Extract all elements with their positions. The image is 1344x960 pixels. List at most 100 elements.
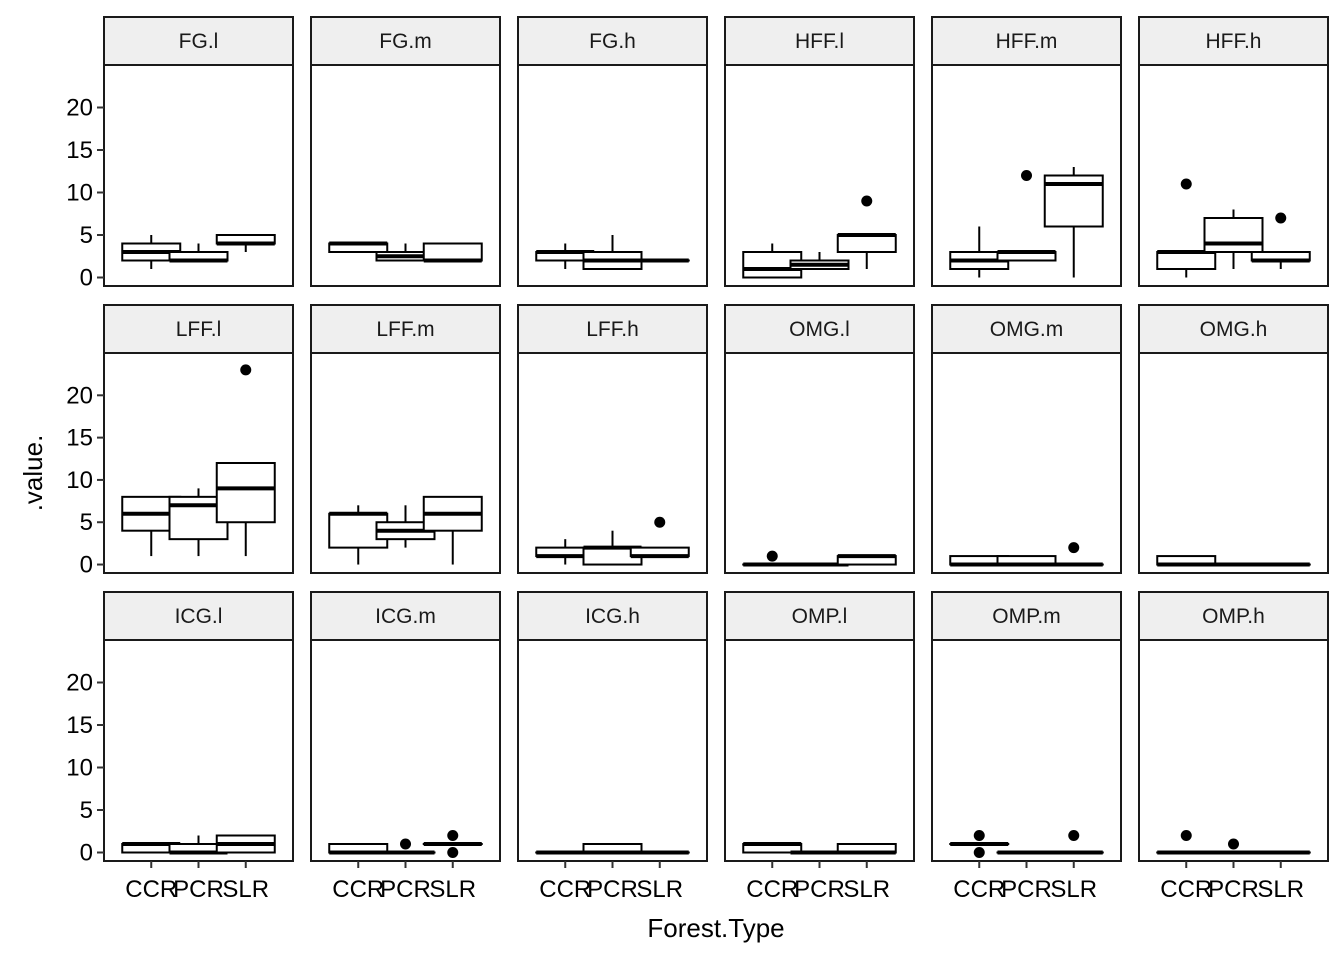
facet-panel: LFF.h bbox=[517, 304, 708, 574]
y-tick-label: 10 bbox=[66, 755, 93, 782]
y-tick-label: 15 bbox=[66, 137, 93, 164]
y-tick-label: 0 bbox=[80, 840, 93, 867]
outlier-point bbox=[1021, 170, 1032, 181]
box bbox=[1250, 212, 1311, 269]
facet-strip-label: OMP.h bbox=[1202, 605, 1265, 628]
panel-border bbox=[931, 64, 1122, 287]
x-tick-label: PCR bbox=[587, 876, 638, 903]
box-iqr bbox=[422, 242, 483, 262]
x-tick-label: SLR bbox=[429, 876, 476, 903]
facet-panel: LFF.m bbox=[310, 304, 501, 574]
panel-background bbox=[104, 640, 293, 861]
panel-border bbox=[103, 64, 294, 287]
facet-strip-label: OMG.m bbox=[990, 318, 1064, 341]
facet-strip bbox=[931, 16, 1122, 66]
panel-border bbox=[724, 64, 915, 287]
facet-strip bbox=[931, 304, 1122, 354]
panel-border bbox=[931, 352, 1122, 574]
facet-panels: FG.l FG.m FG.h HFF.l HFF.m HFF.h LFF.l LFF.m LFF… bbox=[103, 16, 1329, 862]
facet-panel: HFF.l bbox=[724, 16, 915, 287]
facet-panel: FG.l bbox=[103, 16, 294, 287]
box bbox=[121, 235, 182, 269]
box bbox=[328, 505, 389, 565]
y-tick-label: 15 bbox=[66, 425, 93, 452]
box bbox=[328, 241, 389, 253]
facet-strip-label: FG.l bbox=[179, 30, 219, 53]
y-tick-label: 10 bbox=[66, 467, 93, 494]
facet-strip bbox=[517, 16, 708, 66]
y-axis-title: .value. bbox=[18, 435, 48, 512]
facet-strip bbox=[310, 16, 501, 66]
x-tick-label: CCR bbox=[125, 876, 177, 903]
facet-strip-label: HFF.m bbox=[996, 30, 1058, 53]
facet-strip-label: ICG.m bbox=[375, 605, 436, 628]
x-tick-label: CCR bbox=[1160, 876, 1212, 903]
facet-panel: ICG.m bbox=[310, 591, 501, 862]
facet-strip-label: HFF.h bbox=[1205, 30, 1261, 53]
facet-strip bbox=[1138, 304, 1329, 354]
panel-background bbox=[932, 640, 1121, 861]
x-tick-label: PCR bbox=[794, 876, 845, 903]
box bbox=[422, 495, 483, 565]
facet-panel: FG.m bbox=[310, 16, 501, 287]
x-tick-label: CCR bbox=[332, 876, 384, 903]
outlier-point bbox=[973, 830, 985, 841]
y-tick-label: 0 bbox=[80, 265, 93, 292]
box bbox=[1043, 542, 1104, 567]
outlier-point bbox=[1180, 178, 1192, 190]
panel-border bbox=[1138, 352, 1329, 574]
y-tick-label: 15 bbox=[66, 712, 93, 739]
box-iqr bbox=[1203, 217, 1264, 253]
box bbox=[789, 252, 850, 270]
panel-border bbox=[1138, 64, 1329, 287]
panel-background bbox=[518, 640, 707, 861]
x-tick-label: PCR bbox=[1208, 876, 1259, 903]
box-iqr bbox=[1156, 251, 1217, 270]
facet-strip-label: OMP.m bbox=[992, 605, 1060, 628]
outlier-point bbox=[240, 364, 252, 376]
box bbox=[996, 170, 1057, 262]
panel-border bbox=[103, 352, 294, 574]
facet-panel: LFF.l bbox=[103, 304, 294, 574]
facet-strip bbox=[103, 16, 294, 66]
panel-background bbox=[1139, 353, 1328, 573]
facet-panel: OMG.h bbox=[1138, 304, 1329, 574]
facet-strip-label: FG.h bbox=[589, 30, 636, 53]
facet-strip bbox=[724, 591, 915, 641]
facet-panel: OMG.m bbox=[931, 304, 1122, 574]
facet-strip bbox=[724, 304, 915, 354]
panel-border bbox=[310, 64, 501, 287]
panel-background bbox=[932, 353, 1121, 573]
y-tick-label: 20 bbox=[66, 670, 93, 697]
x-tick-label: PCR bbox=[380, 876, 431, 903]
facet-strip bbox=[517, 591, 708, 641]
box bbox=[1043, 830, 1104, 855]
y-tick-label: 10 bbox=[66, 180, 93, 207]
outlier-point bbox=[654, 516, 666, 528]
x-tick-label: CCR bbox=[953, 876, 1005, 903]
x-axis-title: Forest.Type bbox=[647, 913, 784, 943]
facet-strip-label: ICG.l bbox=[175, 605, 223, 628]
facet-panel: HFF.h bbox=[1138, 16, 1329, 287]
box-iqr bbox=[215, 462, 276, 524]
panel-background bbox=[1139, 640, 1328, 861]
box bbox=[215, 364, 276, 557]
box bbox=[215, 834, 276, 854]
facet-strip bbox=[103, 304, 294, 354]
box bbox=[1043, 167, 1104, 278]
outlier-point bbox=[1068, 830, 1080, 841]
x-tick-label: SLR bbox=[1050, 876, 1097, 903]
y-tick-label: 5 bbox=[80, 509, 93, 536]
outlier-point bbox=[447, 830, 459, 841]
x-tick-label: CCR bbox=[746, 876, 798, 903]
outlier-point bbox=[1228, 838, 1239, 850]
box bbox=[949, 830, 1010, 858]
outlier-point bbox=[447, 847, 459, 858]
x-tick-label: PCR bbox=[1001, 876, 1052, 903]
panel-background bbox=[725, 353, 914, 573]
x-tick-label: SLR bbox=[636, 876, 683, 903]
facet-panel: ICG.h bbox=[517, 591, 708, 862]
panel-border bbox=[310, 352, 501, 574]
outlier-point bbox=[1068, 542, 1080, 554]
